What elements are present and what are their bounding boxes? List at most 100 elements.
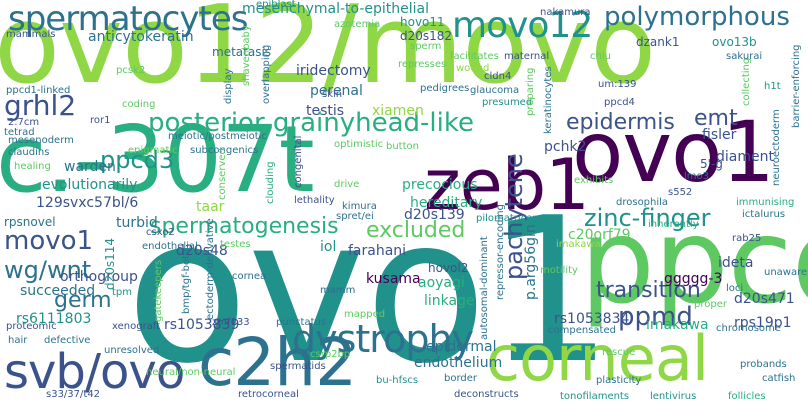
word-neuroectoderm: neuroectoderm xyxy=(771,109,782,186)
word-testes: testes xyxy=(220,239,251,250)
word-svb-ovo: svb/ovo xyxy=(4,344,185,400)
word-spermatocytes: spermatocytes xyxy=(8,0,248,39)
word-deconstructs: deconstructs xyxy=(454,389,519,400)
word-clouding: clouding xyxy=(265,161,276,204)
word-glaucoma: glaucoma xyxy=(470,85,520,96)
word-ovo12-movo: ovo12/movo xyxy=(0,0,656,108)
word-border: border xyxy=(444,373,478,384)
word-neural-non-neural: neural/non-neural xyxy=(146,367,236,378)
word-epidermal: epidermal xyxy=(426,339,497,355)
word-transition: transition xyxy=(596,278,701,303)
word-pchk2: pchk2 xyxy=(544,139,587,155)
word-proteomic: proteomic xyxy=(6,321,57,332)
word-taar: taar xyxy=(196,199,225,215)
word-facilitates: facilitates xyxy=(450,51,499,62)
word-lentivirus: lentivirus xyxy=(650,391,697,402)
word-precocious: precocious xyxy=(402,177,478,193)
word-csrp2bp: csrp2bp xyxy=(310,349,351,360)
word-c20orf79: c20orf79 xyxy=(568,227,631,243)
word-linkage: linkage xyxy=(424,293,475,309)
word-farahani: farahani xyxy=(348,243,407,259)
word-ppcd: ppcd xyxy=(580,192,808,330)
word-chromosome: chromosome xyxy=(716,323,781,334)
word-drosophila: drosophila xyxy=(616,197,669,208)
word-d20s139: d20s139 xyxy=(404,207,465,223)
word-bmp-tgf-beta: bmp/tgf-beta xyxy=(181,248,192,314)
word-pedigrees: pedigrees xyxy=(420,83,470,94)
word-endothelial: endothelial xyxy=(142,241,198,252)
word-tetrad: tetrad xyxy=(4,127,35,138)
word-rescue: rescue xyxy=(602,347,636,358)
word-ggggg-3: ggggg-3 xyxy=(664,271,723,287)
word-imakawa: imakawa xyxy=(646,317,709,333)
word-congenital: congenital xyxy=(293,135,304,188)
word-motility: motility xyxy=(540,265,578,276)
word-spermatids: spermatids xyxy=(270,361,326,372)
word-emt: emt xyxy=(694,106,738,131)
word-d20s471: d20s471 xyxy=(734,291,795,307)
word-fisler: fisler xyxy=(702,127,737,143)
word-zeb1: zeb1 xyxy=(424,144,590,226)
word-pilomatricoma: pilomatricoma xyxy=(476,213,549,224)
word-hereditary: hereditary xyxy=(410,195,483,211)
word-hovo11: hovo11 xyxy=(400,15,445,29)
word-cornea: cornea xyxy=(232,271,267,282)
word-spret-ei: spret/ei xyxy=(336,211,374,222)
word-warden: warden xyxy=(64,159,116,175)
word-optimistic: optimistic xyxy=(334,139,384,150)
word-sakurai: sakurai xyxy=(726,51,763,62)
word-epiblast: epiblast xyxy=(256,0,296,10)
word-bu-hfscs: bu-hfscs xyxy=(376,375,419,386)
word-imakawa-small: imakawa xyxy=(556,239,601,250)
word-mammals: mammals xyxy=(6,29,56,40)
word-ovo1-dark: ovo1 xyxy=(572,103,775,201)
word-inherently: inherently xyxy=(648,219,699,230)
word-lmo3: lmo3 xyxy=(684,171,709,182)
word-2-7cm: 2.7cm xyxy=(8,117,40,128)
word-metatasis: metatasis xyxy=(212,45,272,59)
word-excluded: excluded xyxy=(366,218,466,243)
word-button: button xyxy=(386,141,419,152)
word-enigmatic: enigmatic xyxy=(128,145,178,156)
word-repressor-encoding: repressor-encoding xyxy=(495,204,506,300)
word-iol: iol xyxy=(320,239,337,255)
word-kusama: kusama xyxy=(366,271,421,287)
word-cldn4: cldn4 xyxy=(484,71,512,82)
word-um139: um:139 xyxy=(598,79,637,90)
word-shavenbaby: shavenbaby xyxy=(241,25,252,86)
word-spermatogenesis: spermatogenesis xyxy=(150,214,339,239)
word-represses: represses xyxy=(398,59,447,70)
word-proper: proper xyxy=(694,299,727,310)
word-collecting: collecting xyxy=(741,57,752,106)
word-presumed: presumed xyxy=(482,97,533,108)
word-rs1053834: rs1053834 xyxy=(554,311,630,327)
word-healing: healing xyxy=(14,161,51,172)
word-mapped: mapped xyxy=(344,309,386,320)
word-mesenoderm: mesenoderm xyxy=(8,135,74,146)
word-s33-37-t42: s33/37/t42 xyxy=(46,389,101,400)
word-punctatus: punctatus xyxy=(276,317,327,328)
word-chiu: chiu xyxy=(590,51,611,62)
word-epidermis: epidermis xyxy=(566,110,675,135)
word-claudins: claudins xyxy=(8,147,50,158)
word-mesenchymal: mesenchymal-to-epithelial xyxy=(242,1,430,17)
word-iridectomy: iridectomy xyxy=(296,63,371,79)
word-testis: testis xyxy=(306,103,345,119)
word-c2h2: c2h2 xyxy=(198,324,357,401)
word-wg-wnt: wg/wnt xyxy=(4,256,92,284)
word-pcsk2: pcsk2 xyxy=(116,65,146,76)
word-orthogroup: orthogroup xyxy=(60,269,138,285)
word-ovo1-large: ovo1 xyxy=(126,175,613,404)
word-succeeded: succeeded xyxy=(20,283,96,299)
word-conserved: conserved xyxy=(217,148,228,200)
word-keratinocytes: keratinocytes xyxy=(543,66,554,134)
word-probands: probands xyxy=(740,359,787,370)
word-rs6111803: rs6111803 xyxy=(16,311,92,327)
word-ppmd: ppmd xyxy=(618,302,693,332)
word-display: display xyxy=(223,68,234,104)
word-h1t: h1t xyxy=(764,81,781,92)
word-barrier-enforcing: barrier-enforcing xyxy=(791,44,802,128)
word-coding: coding xyxy=(122,99,156,110)
word-autosomal-dominant: autosomal-dominant xyxy=(479,236,490,340)
